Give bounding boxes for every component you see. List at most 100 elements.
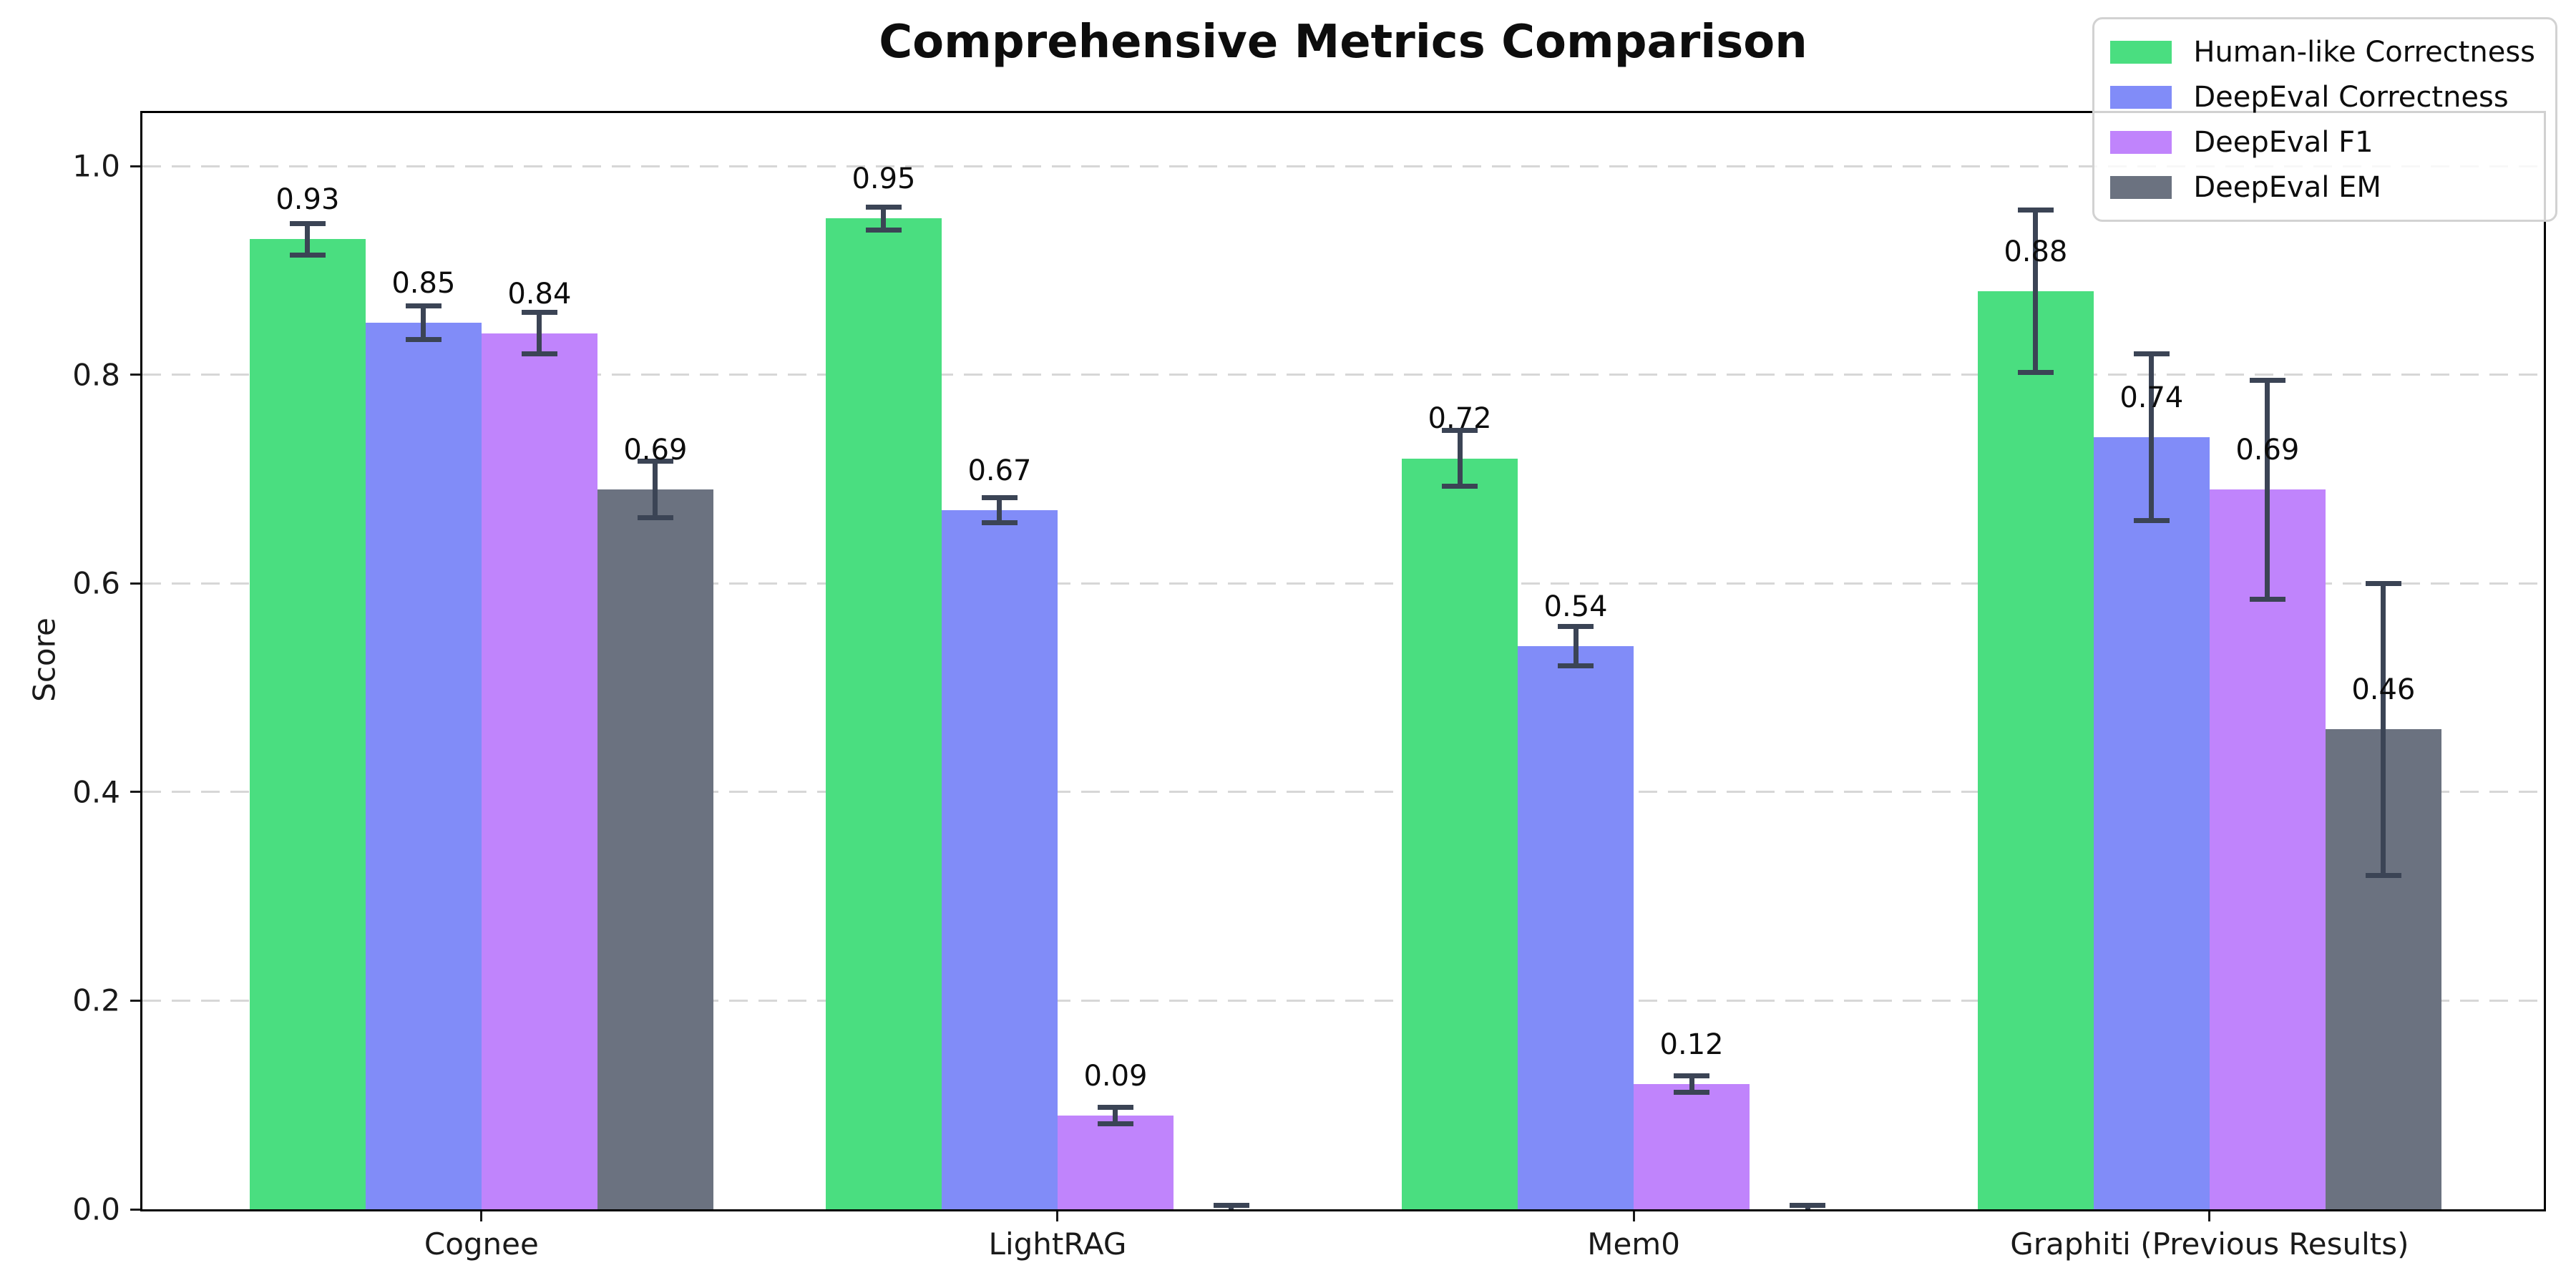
error-bar-line xyxy=(1457,430,1463,487)
error-bar-cap-bottom xyxy=(405,336,441,342)
gridline xyxy=(142,791,2544,794)
legend-item-label: DeepEval Correctness xyxy=(2193,80,2509,114)
bar xyxy=(365,323,482,1209)
bar-value-label: 0.69 xyxy=(2235,434,2300,467)
bar-value-label: 0.84 xyxy=(507,277,572,311)
error-bar-cap-top xyxy=(521,309,557,315)
error-bar-cap-top xyxy=(865,204,902,210)
y-tick-label: 0.6 xyxy=(72,565,120,601)
error-bar-cap-top xyxy=(2133,351,2170,357)
gridline xyxy=(142,582,2544,585)
error-bar-cap-bottom xyxy=(289,252,326,258)
y-tick-mark xyxy=(130,582,140,585)
error-bar-cap-bottom xyxy=(1558,663,1594,669)
legend-item-label: DeepEval F1 xyxy=(2193,125,2373,159)
x-tick-mark xyxy=(2208,1211,2211,1221)
error-bar-cap-bottom xyxy=(1674,1090,1710,1096)
error-bar-cap-top xyxy=(2249,377,2285,383)
y-tick-mark xyxy=(130,374,140,376)
bar xyxy=(2209,489,2326,1209)
bar-value-label: 0.09 xyxy=(1083,1059,1148,1093)
error-bar-line xyxy=(305,223,311,255)
y-tick-mark xyxy=(130,999,140,1002)
bar xyxy=(1057,1115,1174,1209)
bar-value-label: 0.54 xyxy=(1543,590,1608,623)
bar-value-label: 0.93 xyxy=(275,183,340,217)
error-bar-cap-bottom xyxy=(1097,1121,1133,1126)
bar xyxy=(249,239,366,1209)
y-tick-label: 1.0 xyxy=(72,148,120,184)
error-bar-cap-top xyxy=(1097,1104,1133,1110)
bar xyxy=(825,218,942,1209)
error-bar-cap-bottom xyxy=(2017,370,2054,376)
error-bar-cap-top xyxy=(2365,580,2401,586)
error-bar-line xyxy=(2381,583,2386,876)
x-tick-mark xyxy=(480,1211,483,1221)
legend-item-label: Human-like Correctness xyxy=(2193,35,2535,69)
bar xyxy=(1634,1084,1750,1209)
bar-value-label: 0.46 xyxy=(2351,673,2416,707)
gridline xyxy=(142,999,2544,1002)
x-tick-label: LightRAG xyxy=(988,1226,1127,1262)
error-bar-line xyxy=(421,306,426,340)
y-tick-mark xyxy=(130,791,140,794)
gridline xyxy=(142,374,2544,376)
bar-value-label: 0.88 xyxy=(2004,235,2068,269)
y-axis-title: Score xyxy=(26,618,62,702)
bar xyxy=(1518,645,1634,1209)
error-bar-line xyxy=(1573,626,1579,666)
error-bar-cap-bottom xyxy=(865,227,902,233)
error-bar-line xyxy=(997,497,1002,523)
error-bar-line xyxy=(881,207,887,230)
bar-value-label: 0.12 xyxy=(1659,1028,1724,1062)
legend-swatch-icon xyxy=(2110,130,2172,154)
error-bar-cap-top xyxy=(1790,1202,1826,1208)
legend-swatch-icon xyxy=(2110,175,2172,199)
legend-item: Human-like Correctness xyxy=(2110,29,2535,74)
x-tick-label: Cognee xyxy=(424,1226,539,1262)
error-bar-line xyxy=(2149,353,2155,521)
error-bar-cap-bottom xyxy=(1442,484,1478,489)
legend-item-label: DeepEval EM xyxy=(2193,170,2381,204)
error-bar-cap-bottom xyxy=(2133,518,2170,524)
legend-item: DeepEval Correctness xyxy=(2110,74,2535,119)
error-bar-cap-top xyxy=(289,221,326,226)
bar xyxy=(941,510,1058,1209)
bar-value-label: 0.69 xyxy=(623,434,688,467)
error-bar-cap-bottom xyxy=(521,351,557,357)
y-tick-label: 0.4 xyxy=(72,774,120,810)
y-tick-mark xyxy=(130,1208,140,1211)
error-bar-cap-top xyxy=(1213,1202,1249,1208)
error-bar-cap-top xyxy=(2017,208,2054,213)
error-bar-cap-bottom xyxy=(2365,873,2401,879)
error-bar-cap-top xyxy=(405,303,441,309)
error-bar-cap-top xyxy=(981,495,1018,501)
error-bar-line xyxy=(2265,380,2270,600)
x-tick-label: Graphiti (Previous Results) xyxy=(2010,1226,2409,1262)
error-bar-cap-bottom xyxy=(637,515,673,521)
error-bar-line xyxy=(2033,210,2039,373)
bar xyxy=(481,333,597,1209)
bar-value-label: 0.67 xyxy=(967,454,1032,488)
error-bar-cap-top xyxy=(637,459,673,464)
error-bar-line xyxy=(653,461,658,518)
plot-area: 0.93 0.95 0.72 0.88 0.85 0.67 0.54 0.74 0.84 0.09… xyxy=(140,111,2546,1211)
bar xyxy=(1402,458,1518,1209)
bar-value-label: 0.95 xyxy=(852,162,916,196)
error-bar-cap-top xyxy=(1442,427,1478,433)
bar-value-label: 0.74 xyxy=(2119,381,2184,415)
x-tick-mark xyxy=(1056,1211,1059,1221)
x-tick-mark xyxy=(1632,1211,1635,1221)
bar xyxy=(1977,291,2094,1209)
error-bar-line xyxy=(1113,1107,1118,1124)
error-bar-cap-bottom xyxy=(2249,596,2285,602)
y-tick-label: 0.2 xyxy=(72,982,120,1018)
gridline xyxy=(142,165,2544,167)
bar-value-label: 0.72 xyxy=(1428,402,1492,436)
bar xyxy=(597,489,713,1209)
error-bar-cap-top xyxy=(1674,1073,1710,1078)
chart-title: Comprehensive Metrics Comparison xyxy=(879,16,1807,69)
error-bar-cap-top xyxy=(1558,623,1594,629)
y-tick-label: 0.8 xyxy=(72,357,120,393)
